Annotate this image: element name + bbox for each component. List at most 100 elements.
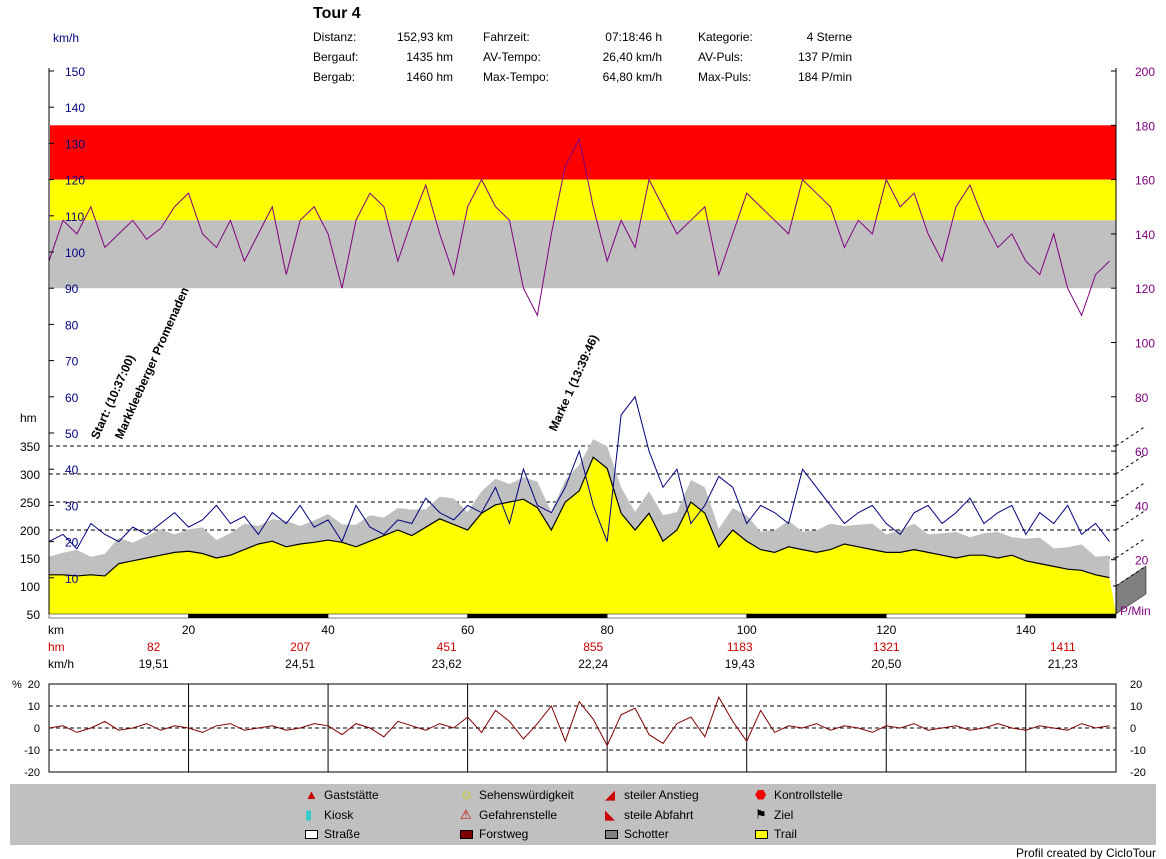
stat-value: 26,40 km/h — [602, 50, 662, 64]
grade-tick-right: 20 — [1130, 679, 1142, 691]
legend-label: Gefahrenstelle — [479, 808, 558, 822]
hm-row-label: hm — [48, 640, 65, 654]
pulse-tick-label: 180 — [1135, 119, 1155, 133]
elev-gridline-3d — [1115, 537, 1147, 559]
stat-value: 64,80 km/h — [602, 70, 662, 84]
pulse-tick-label: 20 — [1135, 554, 1149, 568]
stat-label: Max-Puls: — [698, 70, 752, 84]
pulse-tick-label: 40 — [1135, 499, 1149, 513]
speed-axis-label: km/h — [53, 31, 79, 45]
kiosk-icon: ▮ — [305, 807, 313, 822]
hm-row-value: 1411 — [1050, 640, 1076, 654]
km-tick-label: 100 — [737, 623, 757, 637]
legend-label: Straße — [324, 827, 361, 841]
pulse-tick-label: 60 — [1135, 445, 1149, 459]
elev-tick-label: 50 — [27, 608, 41, 622]
speed-line — [48, 395, 1110, 550]
elev-gridline-3d — [1115, 565, 1147, 587]
legend-item: ☺ Sehenswürdigkeit — [460, 787, 574, 802]
hm-row-value: 1321 — [873, 640, 900, 654]
legend-item: ◣ steile Abfahrt — [605, 807, 693, 823]
speed-tick-label: 110 — [65, 210, 84, 224]
km-tick-label: 120 — [876, 623, 896, 637]
legend-label: Gaststätte — [324, 787, 379, 802]
legend-item: ⬣ Kontrollstelle — [755, 787, 843, 803]
speed-tick-label: 10 — [65, 572, 79, 586]
km-tick-label: 140 — [1016, 623, 1036, 637]
speed-tick-label: 40 — [65, 463, 79, 477]
km-axis-label: km — [48, 623, 64, 637]
steep-ascent-icon: ◢ — [605, 787, 615, 802]
avspeed-row-value: 23,62 — [432, 657, 462, 671]
legend-label: steiler Anstieg — [624, 788, 699, 802]
stat-label: Bergauf: — [313, 50, 359, 64]
speed-tick-label: 20 — [65, 536, 79, 550]
km-scale-segment — [885, 613, 1027, 619]
elevation-area — [49, 457, 1116, 614]
elev-tick-label: 250 — [20, 496, 40, 510]
legend-label: Kontrollstelle — [774, 788, 843, 802]
stat-value: 1435 hm — [406, 50, 453, 64]
elev-tick-label: 350 — [20, 440, 40, 454]
grade-tick-right: 0 — [1130, 723, 1136, 735]
elev-tick-label: 300 — [20, 468, 40, 482]
pulse-zone — [50, 125, 1116, 180]
swatch-darkred-icon — [460, 829, 473, 839]
legend-item: ◢ steiler Anstieg — [605, 787, 699, 803]
km-scale-segment — [327, 613, 468, 619]
legend-label: Schotter — [624, 827, 669, 841]
speed-tick-label: 130 — [65, 137, 85, 151]
pulse-tick-label: 140 — [1135, 228, 1155, 242]
legend-label: Kiosk — [324, 808, 354, 822]
avspeed-row-value: 19,51 — [139, 657, 169, 671]
grade-tick-left: 20 — [28, 679, 40, 691]
stat-label: Bergab: — [313, 70, 356, 84]
speed-tick-label: 140 — [65, 101, 85, 115]
km-scale-segment — [746, 613, 887, 619]
km-scale-segment — [48, 613, 189, 619]
grade-tick-left: -10 — [24, 745, 40, 757]
km-tick-label: 60 — [461, 623, 475, 637]
stat-label: AV-Tempo: — [483, 50, 541, 64]
grade-line — [48, 696, 1110, 747]
stop-icon: ⬣ — [755, 787, 767, 802]
elev-tick-label: 200 — [20, 524, 40, 538]
elev-gridline-3d — [1115, 453, 1147, 475]
grade-tick-left: 0 — [34, 723, 40, 735]
speed-tick-label: 80 — [65, 318, 79, 332]
smiley-icon: ☺ — [460, 787, 474, 802]
speed-tick-label: 70 — [65, 355, 79, 369]
pulse-tick-label: 200 — [1135, 65, 1155, 79]
hm-row-value: 82 — [147, 640, 161, 654]
km-scale-segment — [188, 613, 329, 619]
km-scale-segment — [606, 613, 747, 619]
elev-axis-label: hm — [20, 411, 37, 425]
km-scale-segment — [1025, 613, 1117, 619]
legend-item: ▲ Gaststätte — [305, 787, 379, 802]
swatch-white-icon — [305, 829, 318, 839]
avspeed-row-value: 21,23 — [1048, 657, 1078, 671]
legend-item: Straße — [305, 827, 360, 841]
hm-row-value: 451 — [437, 640, 457, 654]
annotation: Marke 1 (13:39:46) — [546, 332, 601, 433]
stat-value: 152,93 km — [396, 30, 453, 44]
avspeed-row-label: km/h — [48, 657, 74, 671]
legend-item: ▮ Kiosk — [305, 807, 353, 823]
speed-tick-label: 120 — [65, 174, 85, 188]
legend-item: ⚑ Ziel — [755, 807, 793, 823]
pulse-line — [48, 137, 1110, 317]
legend-label: Ziel — [774, 808, 794, 822]
hm-row-value: 207 — [290, 640, 310, 654]
grade-tick-left: -20 — [24, 767, 40, 779]
stat-value: 1460 hm — [406, 70, 453, 84]
stat-label: Max-Tempo: — [483, 70, 550, 84]
grade-tick-left: 10 — [28, 701, 40, 713]
legend-label: Forstweg — [479, 827, 529, 841]
pulse-tick-label: 80 — [1135, 391, 1149, 405]
steep-descent-icon: ◣ — [605, 807, 615, 822]
speed-tick-label: 100 — [65, 246, 85, 260]
stat-label: Kategorie: — [698, 30, 753, 44]
finish-flag-icon: ⚑ — [755, 807, 767, 822]
legend: ▲ Gaststätte ☺ Sehenswürdigkeit ◢ steiler Ans… — [10, 784, 1156, 845]
